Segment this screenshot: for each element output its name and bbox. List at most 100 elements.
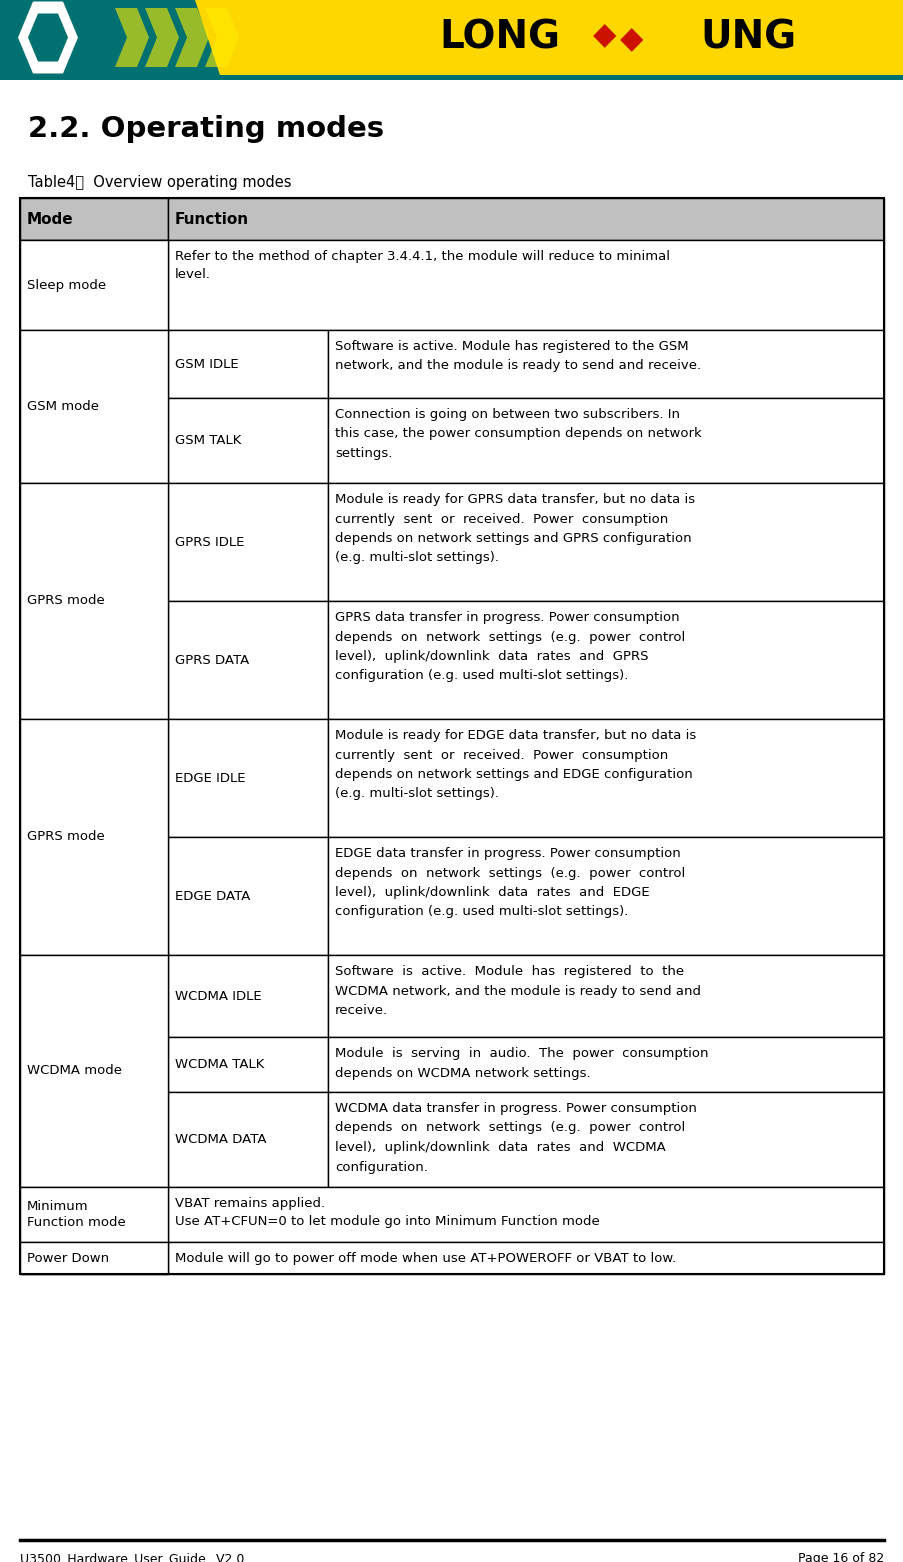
Bar bbox=[328, 483, 883, 601]
Text: VBAT remains applied.: VBAT remains applied. bbox=[175, 1196, 325, 1211]
Bar bbox=[168, 601, 328, 719]
Bar bbox=[168, 1092, 328, 1187]
Bar bbox=[328, 398, 883, 483]
Bar bbox=[20, 241, 168, 330]
Text: (e.g. multi-slot settings).: (e.g. multi-slot settings). bbox=[335, 787, 498, 800]
Text: Software is active. Module has registered to the GSM: Software is active. Module has registere… bbox=[335, 341, 688, 353]
Text: configuration (e.g. used multi-slot settings).: configuration (e.g. used multi-slot sett… bbox=[335, 906, 628, 918]
Text: currently  sent  or  received.  Power  consumption: currently sent or received. Power consum… bbox=[335, 748, 667, 762]
Bar bbox=[328, 719, 883, 837]
Text: EDGE DATA: EDGE DATA bbox=[175, 889, 250, 903]
Text: WCDMA TALK: WCDMA TALK bbox=[175, 1057, 264, 1072]
Text: currently  sent  or  received.  Power  consumption: currently sent or received. Power consum… bbox=[335, 512, 667, 525]
Text: Page 16 of 82: Page 16 of 82 bbox=[796, 1553, 883, 1562]
Bar bbox=[168, 1242, 883, 1275]
Bar bbox=[328, 1092, 883, 1187]
Bar bbox=[20, 1242, 168, 1275]
Bar bbox=[0, 75, 903, 80]
Text: GPRS data transfer in progress. Power consumption: GPRS data transfer in progress. Power co… bbox=[335, 611, 679, 623]
Text: WCDMA network, and the module is ready to send and: WCDMA network, and the module is ready t… bbox=[335, 984, 700, 998]
Text: Module  is  serving  in  audio.  The  power  consumption: Module is serving in audio. The power co… bbox=[335, 1047, 708, 1061]
Text: GPRS DATA: GPRS DATA bbox=[175, 653, 249, 667]
Text: GSM TALK: GSM TALK bbox=[175, 434, 241, 447]
Text: Refer to the method of chapter 3.4.4.1, the module will reduce to minimal: Refer to the method of chapter 3.4.4.1, … bbox=[175, 250, 669, 262]
Bar bbox=[20, 483, 168, 719]
Text: U3500_Hardware_User_Guide _V2.0: U3500_Hardware_User_Guide _V2.0 bbox=[20, 1553, 244, 1562]
Text: WCDMA data transfer in progress. Power consumption: WCDMA data transfer in progress. Power c… bbox=[335, 1103, 696, 1115]
Bar bbox=[20, 1242, 168, 1275]
Bar bbox=[328, 601, 883, 719]
Bar bbox=[20, 198, 883, 1275]
Bar bbox=[328, 330, 883, 398]
Text: depends on network settings and EDGE configuration: depends on network settings and EDGE con… bbox=[335, 769, 692, 781]
Text: EDGE IDLE: EDGE IDLE bbox=[175, 772, 246, 784]
Text: GSM IDLE: GSM IDLE bbox=[175, 358, 238, 370]
Text: level),  uplink/downlink  data  rates  and  GPRS: level), uplink/downlink data rates and G… bbox=[335, 650, 647, 662]
Text: WCDMA mode: WCDMA mode bbox=[27, 1064, 122, 1078]
Text: Longsung: Longsung bbox=[67, 511, 698, 1004]
Text: receive.: receive. bbox=[335, 1004, 387, 1017]
Text: Power Down: Power Down bbox=[27, 1251, 109, 1265]
Text: WCDMA DATA: WCDMA DATA bbox=[175, 1132, 266, 1147]
Text: WCDMA IDLE: WCDMA IDLE bbox=[175, 989, 261, 1003]
Polygon shape bbox=[175, 8, 209, 67]
Bar bbox=[0, 0, 903, 75]
Text: settings.: settings. bbox=[335, 447, 392, 459]
Text: configuration.: configuration. bbox=[335, 1161, 427, 1173]
Text: (e.g. multi-slot settings).: (e.g. multi-slot settings). bbox=[335, 551, 498, 564]
Text: GPRS mode: GPRS mode bbox=[27, 831, 105, 843]
Text: Use AT+CFUN=0 to let module go into Minimum Function mode: Use AT+CFUN=0 to let module go into Mini… bbox=[175, 1215, 599, 1228]
Bar bbox=[168, 198, 883, 241]
Polygon shape bbox=[205, 8, 238, 67]
Bar bbox=[168, 1037, 328, 1092]
Text: level),  uplink/downlink  data  rates  and  WCDMA: level), uplink/downlink data rates and W… bbox=[335, 1140, 665, 1154]
Polygon shape bbox=[28, 14, 68, 61]
Bar bbox=[20, 954, 168, 1187]
Text: 2.2. Operating modes: 2.2. Operating modes bbox=[28, 116, 384, 144]
Bar bbox=[168, 954, 328, 1037]
Bar bbox=[328, 1037, 883, 1092]
Text: network, and the module is ready to send and receive.: network, and the module is ready to send… bbox=[335, 359, 701, 372]
Text: Sleep mode: Sleep mode bbox=[27, 278, 106, 292]
Text: LONG: LONG bbox=[439, 19, 559, 56]
Text: ◆: ◆ bbox=[592, 20, 616, 50]
Bar bbox=[168, 330, 328, 398]
Text: GPRS mode: GPRS mode bbox=[27, 595, 105, 608]
Text: Table4：  Overview operating modes: Table4： Overview operating modes bbox=[28, 175, 291, 191]
Bar bbox=[20, 1187, 168, 1242]
Text: Function: Function bbox=[175, 211, 249, 226]
Text: GPRS IDLE: GPRS IDLE bbox=[175, 536, 244, 548]
Polygon shape bbox=[144, 8, 179, 67]
Bar bbox=[20, 198, 168, 241]
Text: ◆: ◆ bbox=[619, 25, 643, 55]
Text: depends on WCDMA network settings.: depends on WCDMA network settings. bbox=[335, 1067, 590, 1079]
Bar bbox=[168, 719, 328, 837]
Bar bbox=[168, 1187, 883, 1242]
Text: Connection is going on between two subscribers. In: Connection is going on between two subsc… bbox=[335, 408, 679, 422]
Text: depends on network settings and GPRS configuration: depends on network settings and GPRS con… bbox=[335, 533, 691, 545]
Bar bbox=[20, 241, 168, 330]
Bar bbox=[168, 483, 328, 601]
Text: Software  is  active.  Module  has  registered  to  the: Software is active. Module has registere… bbox=[335, 965, 684, 978]
Text: this case, the power consumption depends on network: this case, the power consumption depends… bbox=[335, 428, 701, 440]
Bar bbox=[328, 837, 883, 954]
Polygon shape bbox=[18, 2, 78, 73]
Text: Module is ready for EDGE data transfer, but no data is: Module is ready for EDGE data transfer, … bbox=[335, 729, 695, 742]
Text: Module is ready for GPRS data transfer, but no data is: Module is ready for GPRS data transfer, … bbox=[335, 494, 694, 506]
Bar bbox=[168, 241, 883, 330]
Text: EDGE data transfer in progress. Power consumption: EDGE data transfer in progress. Power co… bbox=[335, 847, 680, 861]
Bar bbox=[20, 1187, 168, 1242]
Text: level),  uplink/downlink  data  rates  and  EDGE: level), uplink/downlink data rates and E… bbox=[335, 886, 649, 900]
Text: configuration (e.g. used multi-slot settings).: configuration (e.g. used multi-slot sett… bbox=[335, 670, 628, 683]
Text: level.: level. bbox=[175, 269, 210, 281]
Text: depends  on  network  settings  (e.g.  power  control: depends on network settings (e.g. power … bbox=[335, 1122, 684, 1134]
Bar bbox=[20, 330, 168, 483]
Bar bbox=[328, 954, 883, 1037]
Bar bbox=[20, 719, 168, 954]
Text: Module will go to power off mode when use AT+POWEROFF or VBAT to low.: Module will go to power off mode when us… bbox=[175, 1253, 675, 1265]
Bar bbox=[168, 398, 328, 483]
Text: GSM mode: GSM mode bbox=[27, 400, 99, 412]
Text: depends  on  network  settings  (e.g.  power  control: depends on network settings (e.g. power … bbox=[335, 631, 684, 644]
Bar bbox=[168, 837, 328, 954]
Polygon shape bbox=[115, 8, 149, 67]
